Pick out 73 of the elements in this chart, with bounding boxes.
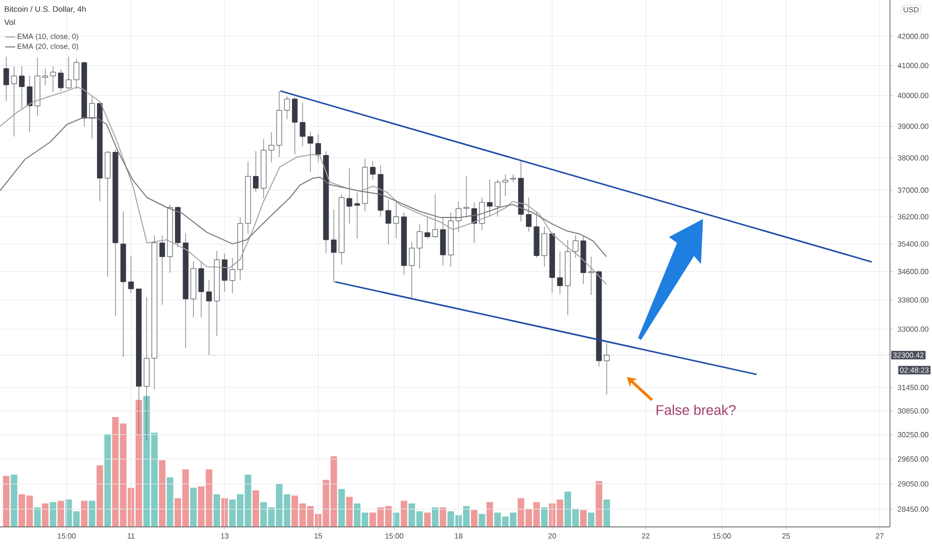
candlestick <box>346 168 352 224</box>
bar <box>440 507 446 527</box>
candlestick <box>300 102 306 146</box>
candlestick <box>206 279 212 356</box>
candlestick <box>58 69 64 92</box>
candlestick <box>252 150 259 192</box>
candlestick <box>604 342 610 395</box>
candlestick <box>572 235 578 258</box>
candlestick <box>479 197 485 230</box>
bar <box>338 489 345 527</box>
candlestick <box>74 58 80 90</box>
bar <box>346 496 353 527</box>
candlestick <box>557 251 563 294</box>
bar <box>158 460 166 527</box>
bar <box>58 500 64 527</box>
bar <box>580 510 587 527</box>
bar <box>424 512 431 527</box>
bar <box>486 502 494 527</box>
bar <box>252 490 260 527</box>
candlestick <box>50 66 56 92</box>
candlestick <box>542 226 548 268</box>
bar <box>588 512 594 527</box>
candlestick <box>408 241 415 298</box>
bar <box>478 514 486 527</box>
candlestick <box>128 255 134 294</box>
candlestick <box>11 66 17 137</box>
bar <box>541 507 548 527</box>
candlestick <box>370 160 376 180</box>
bar <box>470 510 478 527</box>
bar <box>80 500 88 527</box>
candlestick <box>159 235 166 305</box>
candlestick <box>315 134 322 163</box>
candlestick <box>393 201 400 238</box>
candlestick <box>284 96 290 120</box>
candlestick <box>354 192 360 240</box>
bar <box>214 494 220 527</box>
bar <box>50 502 56 527</box>
bar <box>104 434 111 527</box>
bar <box>190 488 197 527</box>
candlestick <box>464 176 470 218</box>
candlestick <box>588 256 594 296</box>
candlestick <box>198 260 204 318</box>
bar <box>42 503 49 527</box>
candlestick <box>42 68 48 86</box>
candlestick <box>330 209 337 283</box>
candlestick <box>3 56 10 102</box>
bar <box>432 507 438 527</box>
candlestick <box>486 179 493 217</box>
candlestick <box>26 76 32 133</box>
bar <box>10 474 18 527</box>
bar <box>603 499 610 527</box>
bar <box>88 500 96 527</box>
candlestick <box>19 66 25 110</box>
bar <box>596 481 602 527</box>
candlestick <box>292 96 298 155</box>
annotation: False break? <box>656 404 736 415</box>
candlestick <box>386 199 392 245</box>
candlestick <box>66 56 72 90</box>
bar <box>400 500 408 527</box>
bar <box>2 476 10 527</box>
candlestick <box>502 174 508 197</box>
bar <box>166 477 174 527</box>
candlestick <box>432 194 438 238</box>
candlestick <box>222 253 228 292</box>
candlestick <box>526 197 532 232</box>
bar <box>96 465 104 527</box>
candlestick <box>424 216 430 240</box>
candlestick <box>268 132 274 163</box>
bar <box>34 507 41 527</box>
candlestick <box>416 224 422 269</box>
candlestick <box>456 201 462 232</box>
candlestick <box>230 258 236 294</box>
candlestick <box>308 131 314 173</box>
